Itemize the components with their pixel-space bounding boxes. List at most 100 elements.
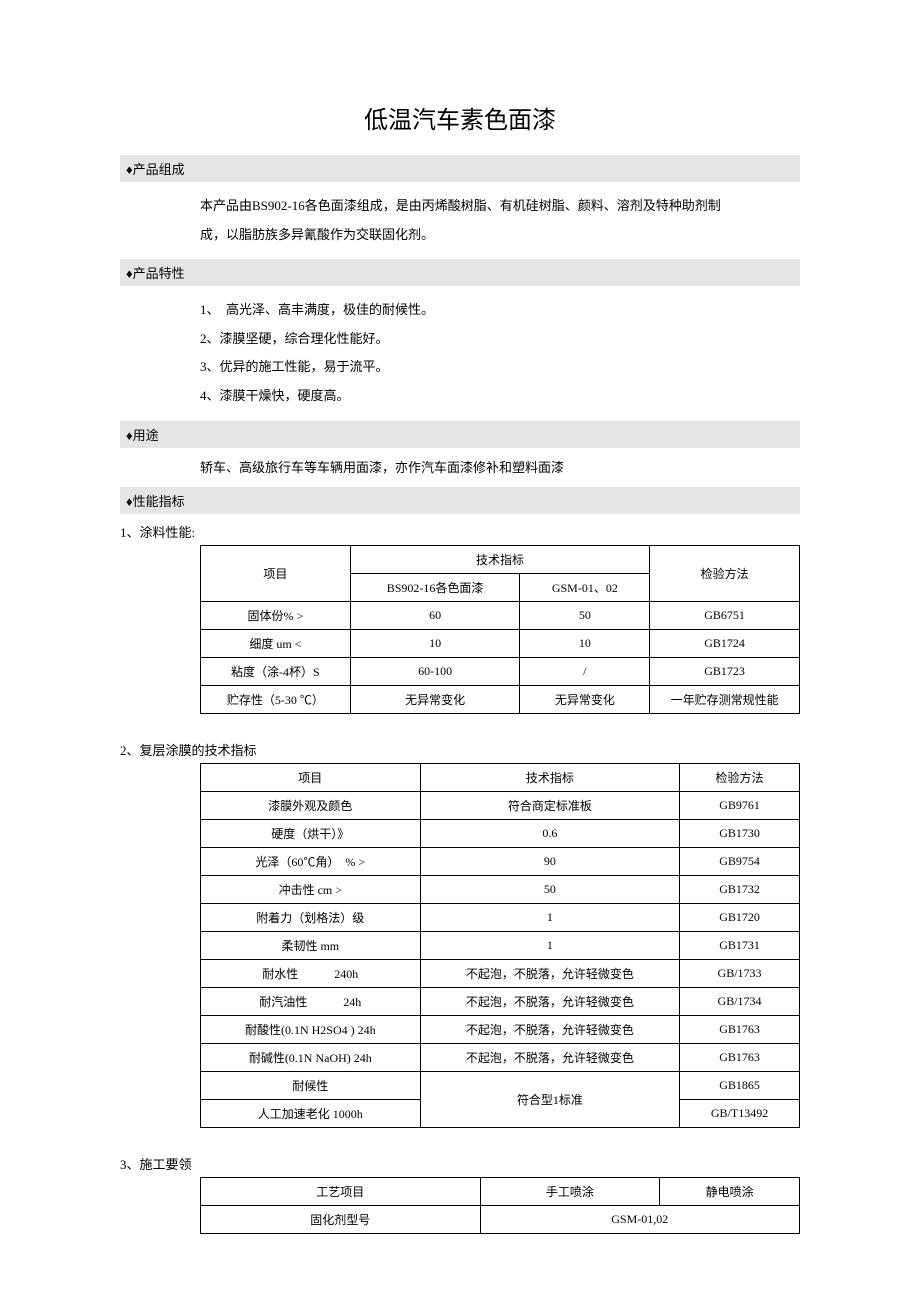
cell: GB1865 bbox=[680, 1071, 800, 1099]
th-spec: 技术指标 bbox=[420, 763, 679, 791]
table-row: 耐汽油性 24h不起泡，不脱落，允许轻微变色GB/1734 bbox=[201, 987, 800, 1015]
cell: 冲击性 cm > bbox=[201, 875, 421, 903]
cell: GB1720 bbox=[680, 903, 800, 931]
cell: 细度 um < bbox=[201, 629, 351, 657]
cell: 贮存性（5-30 ℃） bbox=[201, 685, 351, 713]
table-row: 冲击性 cm >50GB1732 bbox=[201, 875, 800, 903]
coating-performance-table: 项目 技术指标 检验方法 BS902-16各色面漆 GSM-01、02 固体份%… bbox=[200, 545, 800, 714]
th-electro: 静电喷涂 bbox=[660, 1177, 800, 1205]
page-title: 低温汽车素色面漆 bbox=[120, 100, 800, 135]
table-row: 漆膜外观及颜色符合商定标准板GB9761 bbox=[201, 791, 800, 819]
cell: GB9761 bbox=[680, 791, 800, 819]
cell: GB1730 bbox=[680, 819, 800, 847]
feature-item: 2、漆膜坚硬，综合理化性能好。 bbox=[200, 325, 800, 354]
table-row: 耐酸性(0.1N H2SO4 ) 24h不起泡，不脱落，允许轻微变色GB1763 bbox=[201, 1015, 800, 1043]
th-spec: 技术指标 bbox=[350, 545, 649, 573]
table-row: 耐碱性(0.1N NaOH) 24h不起泡，不脱落，允许轻微变色GB1763 bbox=[201, 1043, 800, 1071]
table-row: 项目 技术指标 检验方法 bbox=[201, 763, 800, 791]
section-composition-header: ♦产品组成 bbox=[120, 155, 800, 182]
table1-label: 1、涂料性能: bbox=[120, 520, 800, 545]
cell: 固体份% > bbox=[201, 601, 351, 629]
multilayer-coating-table: 项目 技术指标 检验方法 漆膜外观及颜色符合商定标准板GB9761 硬度（烘干）… bbox=[200, 763, 800, 1128]
feature-item: 4、漆膜干燥快，硬度高。 bbox=[200, 382, 800, 411]
section-features-header: ♦产品特性 bbox=[120, 259, 800, 286]
table-row: 贮存性（5-30 ℃） 无异常变化 无异常变化 一年贮存测常规性能 bbox=[201, 685, 800, 713]
cell: 耐水性 240h bbox=[201, 959, 421, 987]
feature-item: 1、 高光泽、高丰满度，极佳的耐候性。 bbox=[200, 296, 800, 325]
cell: GB9754 bbox=[680, 847, 800, 875]
cell: 10 bbox=[350, 629, 520, 657]
cell: 固化剂型号 bbox=[201, 1205, 481, 1233]
cell: 耐候性 bbox=[201, 1071, 421, 1099]
cell: 符合型1标准 bbox=[420, 1071, 679, 1127]
cell: GB/1733 bbox=[680, 959, 800, 987]
th-sub1: BS902-16各色面漆 bbox=[350, 573, 520, 601]
cell: 60-100 bbox=[350, 657, 520, 685]
cell: GSM-01,02 bbox=[480, 1205, 799, 1233]
cell: 不起泡，不脱落，允许轻微变色 bbox=[420, 959, 679, 987]
cell: GB1723 bbox=[650, 657, 800, 685]
table-row: 耐候性 符合型1标准 GB1865 bbox=[201, 1071, 800, 1099]
cell: 60 bbox=[350, 601, 520, 629]
section-usage-header: ♦用途 bbox=[120, 421, 800, 448]
cell: 人工加速老化 1000h bbox=[201, 1099, 421, 1127]
table-row: 细度 um < 10 10 GB1724 bbox=[201, 629, 800, 657]
cell: GB/1734 bbox=[680, 987, 800, 1015]
cell: GB1763 bbox=[680, 1015, 800, 1043]
cell: 粘度（涂-4杯）S bbox=[201, 657, 351, 685]
table2-label: 2、复层涂膜的技术指标 bbox=[120, 738, 800, 763]
cell: 硬度（烘干）》 bbox=[201, 819, 421, 847]
cell: GB/T13492 bbox=[680, 1099, 800, 1127]
cell: 漆膜外观及颜色 bbox=[201, 791, 421, 819]
cell: 不起泡，不脱落，允许轻微变色 bbox=[420, 1043, 679, 1071]
cell: GB1731 bbox=[680, 931, 800, 959]
cell: 无异常变化 bbox=[350, 685, 520, 713]
table-row: 工艺项目 手工喷涂 静电喷涂 bbox=[201, 1177, 800, 1205]
th-process: 工艺项目 bbox=[201, 1177, 481, 1205]
features-list: 1、 高光泽、高丰满度，极佳的耐候性。 2、漆膜坚硬，综合理化性能好。 3、优异… bbox=[120, 292, 800, 414]
cell: 50 bbox=[520, 601, 650, 629]
cell: 0.6 bbox=[420, 819, 679, 847]
construction-table: 工艺项目 手工喷涂 静电喷涂 固化剂型号 GSM-01,02 bbox=[200, 1177, 800, 1234]
cell: 不起泡，不脱落，允许轻微变色 bbox=[420, 1015, 679, 1043]
cell: 耐碱性(0.1N NaOH) 24h bbox=[201, 1043, 421, 1071]
cell: 附着力（划格法）级 bbox=[201, 903, 421, 931]
th-method: 检验方法 bbox=[650, 545, 800, 601]
th-item: 项目 bbox=[201, 545, 351, 601]
usage-body: 轿车、高级旅行车等车辆用面漆，亦作汽车面漆修补和塑料面漆 bbox=[120, 454, 800, 481]
cell: 1 bbox=[420, 931, 679, 959]
cell: 光泽（60℃角） % > bbox=[201, 847, 421, 875]
cell: GB6751 bbox=[650, 601, 800, 629]
table-row: 粘度（涂-4杯）S 60-100 / GB1723 bbox=[201, 657, 800, 685]
composition-line-2: 成，以脂肪族多异氰酸作为交联固化剂。 bbox=[200, 221, 800, 250]
cell: 耐汽油性 24h bbox=[201, 987, 421, 1015]
table-row: 固体份% > 60 50 GB6751 bbox=[201, 601, 800, 629]
cell: 无异常变化 bbox=[520, 685, 650, 713]
th-sub2: GSM-01、02 bbox=[520, 573, 650, 601]
cell: GB1763 bbox=[680, 1043, 800, 1071]
section-performance-header: ♦性能指标 bbox=[120, 487, 800, 514]
cell: 50 bbox=[420, 875, 679, 903]
feature-item: 3、优异的施工性能，易于流平。 bbox=[200, 353, 800, 382]
table-row: 柔韧性 mm1GB1731 bbox=[201, 931, 800, 959]
cell: / bbox=[520, 657, 650, 685]
cell: 耐酸性(0.1N H2SO4 ) 24h bbox=[201, 1015, 421, 1043]
table3-label: 3、施工要领 bbox=[120, 1152, 800, 1177]
cell: 1 bbox=[420, 903, 679, 931]
composition-body: 本产品由BS902-16各色面漆组成，是由丙烯酸树脂、有机硅树脂、颜料、溶剂及特… bbox=[120, 188, 800, 253]
th-item: 项目 bbox=[201, 763, 421, 791]
cell: GB1732 bbox=[680, 875, 800, 903]
th-manual: 手工喷涂 bbox=[480, 1177, 660, 1205]
table-row: 项目 技术指标 检验方法 bbox=[201, 545, 800, 573]
cell: 符合商定标准板 bbox=[420, 791, 679, 819]
table-row: 耐水性 240h不起泡，不脱落，允许轻微变色GB/1733 bbox=[201, 959, 800, 987]
table-row: 附着力（划格法）级1GB1720 bbox=[201, 903, 800, 931]
cell: 一年贮存测常规性能 bbox=[650, 685, 800, 713]
table-row: 光泽（60℃角） % >90GB9754 bbox=[201, 847, 800, 875]
cell: 90 bbox=[420, 847, 679, 875]
table-row: 固化剂型号 GSM-01,02 bbox=[201, 1205, 800, 1233]
th-method: 检验方法 bbox=[680, 763, 800, 791]
cell: 10 bbox=[520, 629, 650, 657]
cell: GB1724 bbox=[650, 629, 800, 657]
cell: 柔韧性 mm bbox=[201, 931, 421, 959]
